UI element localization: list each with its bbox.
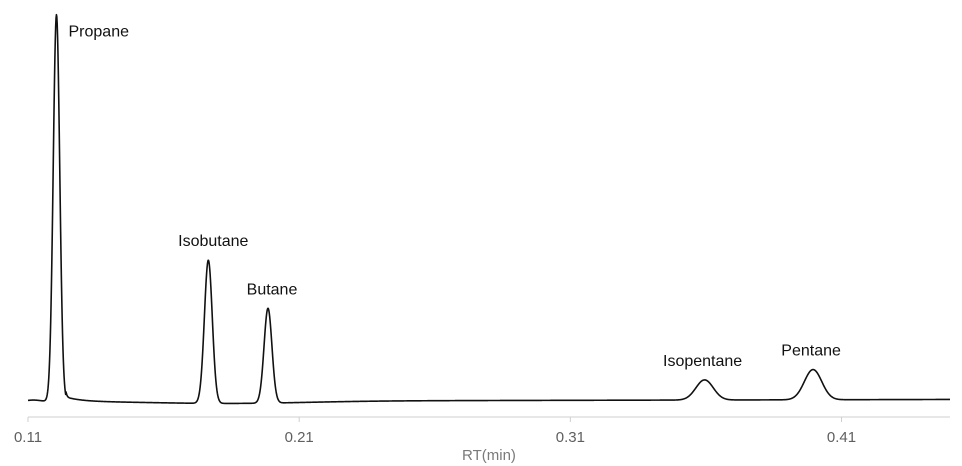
x-tick-label: 0.11: [14, 429, 42, 446]
x-tick-label: 0.41: [827, 429, 856, 446]
x-axis-title: RT(min): [462, 447, 516, 464]
peak-label-pentane: Pentane: [781, 343, 841, 360]
peak-label-isobutane: Isobutane: [178, 233, 248, 250]
x-axis: 0.11 0.21 0.31 0.41: [14, 416, 950, 446]
x-tick-label: 0.21: [285, 429, 314, 446]
peak-labels: Propane Isobutane Butane Isopentane Pentane: [69, 24, 842, 370]
peak-label-butane: Butane: [247, 281, 298, 298]
peak-label-isopentane: Isopentane: [663, 353, 742, 370]
x-tick-label: 0.31: [556, 429, 585, 446]
peak-label-propane: Propane: [69, 24, 130, 41]
chromatogram-trace: [27, 13, 951, 405]
